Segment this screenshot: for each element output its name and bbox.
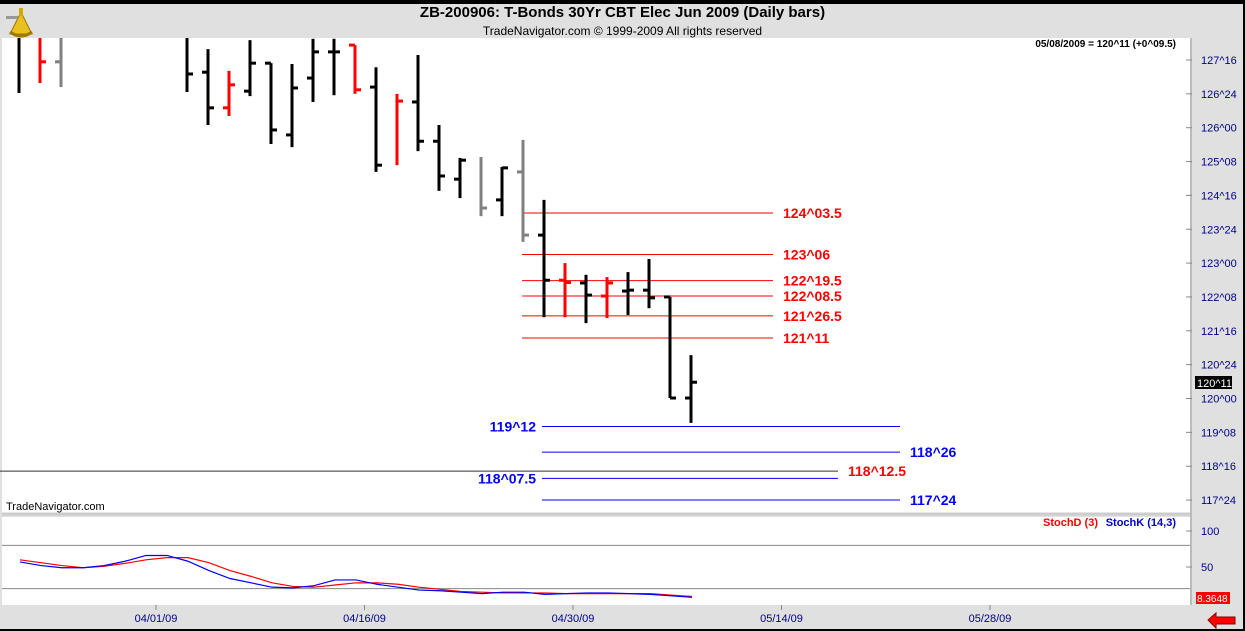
stoch-last-badge: 8.3648: [1196, 592, 1230, 605]
price-bar: [328, 38, 340, 96]
price-bar: [479, 157, 487, 217]
svg-text:8.3648: 8.3648: [1197, 594, 1228, 605]
price-bar: [433, 124, 445, 191]
copyright: TradeNavigator.com © 1999-2009 All right…: [482, 24, 763, 38]
price-bar: [601, 277, 613, 319]
svg-text:120^11: 120^11: [1197, 378, 1232, 390]
y-tick-label: 126^00: [1201, 123, 1237, 135]
price-bar: [580, 274, 592, 324]
price-bar: [265, 61, 277, 144]
y-tick-label: 126^24: [1201, 89, 1237, 101]
price-bar: [559, 263, 571, 318]
price-bar: [664, 295, 676, 400]
x-tick-label: 05/28/09: [969, 613, 1012, 625]
y-tick-label: 122^08: [1201, 292, 1237, 304]
level-label: 121^26.5: [783, 308, 842, 324]
legend-stochk: StochK (14,3): [1106, 517, 1177, 529]
level-label: 118^12.5: [848, 463, 906, 479]
watermark: TradeNavigator.com: [6, 501, 105, 513]
chart-title: ZB-200906: T-Bonds 30Yr CBT Elec Jun 200…: [419, 4, 826, 21]
stoch-line-stochk: [19, 554, 693, 598]
x-tick-label: 04/16/09: [343, 613, 386, 625]
y-tick-label: 125^08: [1201, 157, 1237, 169]
price-bar: [223, 70, 235, 116]
price-bar: [622, 272, 634, 315]
price-bar: [517, 139, 529, 242]
x-tick-label: 05/14/09: [760, 613, 803, 625]
price-bar: [349, 43, 361, 94]
price-bar: [202, 49, 214, 125]
y-tick-label: 123^24: [1201, 224, 1237, 236]
price-panel: [2, 38, 1190, 513]
level-label: 118^07.5: [478, 470, 536, 486]
x-tick-label: 04/30/09: [552, 613, 595, 625]
y-tick-label: 118^16: [1201, 461, 1236, 473]
price-bar: [538, 199, 550, 318]
price-bar: [244, 40, 256, 97]
y-tick-label: 120^24: [1201, 360, 1237, 372]
price-bar: [496, 166, 508, 217]
level-label: 123^06: [783, 247, 830, 263]
left-arrow-icon[interactable]: [1207, 611, 1236, 630]
price-bar: [412, 55, 424, 152]
price-readout: 05/08/2009 = 120^11 (+0^09.5): [1035, 39, 1176, 50]
x-tick-label: 04/01/09: [135, 613, 178, 625]
price-bar: [395, 93, 403, 166]
level-label: 122^08.5: [783, 288, 842, 304]
price-bar: [370, 67, 382, 172]
level-label: 118^26: [910, 444, 957, 460]
y-tick-label: 119^08: [1201, 427, 1236, 439]
last-price-badge: 120^11: [1195, 376, 1232, 390]
level-label: 121^11: [783, 330, 830, 346]
y-tick-label: 127^16: [1201, 55, 1237, 67]
level-label: 119^12: [490, 418, 537, 434]
legend-stochd: StochD (3): [1043, 517, 1098, 529]
level-label: 124^03.5: [783, 205, 842, 221]
y-tick-label: 117^24: [1201, 495, 1236, 507]
y-tick-label: 121^16: [1201, 326, 1237, 338]
price-bar: [454, 157, 466, 199]
price-bar: [685, 355, 697, 423]
stoch-tick-label: 100: [1201, 526, 1219, 538]
price-bar: [307, 38, 319, 102]
price-bar: [185, 38, 193, 93]
level-label: 117^24: [910, 492, 957, 508]
sextant-icon: [6, 8, 33, 38]
stoch-tick-label: 50: [1201, 562, 1213, 574]
y-tick-label: 124^16: [1201, 190, 1237, 202]
price-bar: [643, 259, 655, 309]
price-bar: [55, 38, 63, 88]
y-tick-label: 120^00: [1201, 394, 1237, 406]
price-bar: [286, 64, 298, 148]
price-bar: [38, 38, 46, 84]
y-tick-label: 123^00: [1201, 258, 1237, 270]
stoch-panel: [2, 517, 1190, 605]
level-label: 122^19.5: [783, 273, 842, 289]
